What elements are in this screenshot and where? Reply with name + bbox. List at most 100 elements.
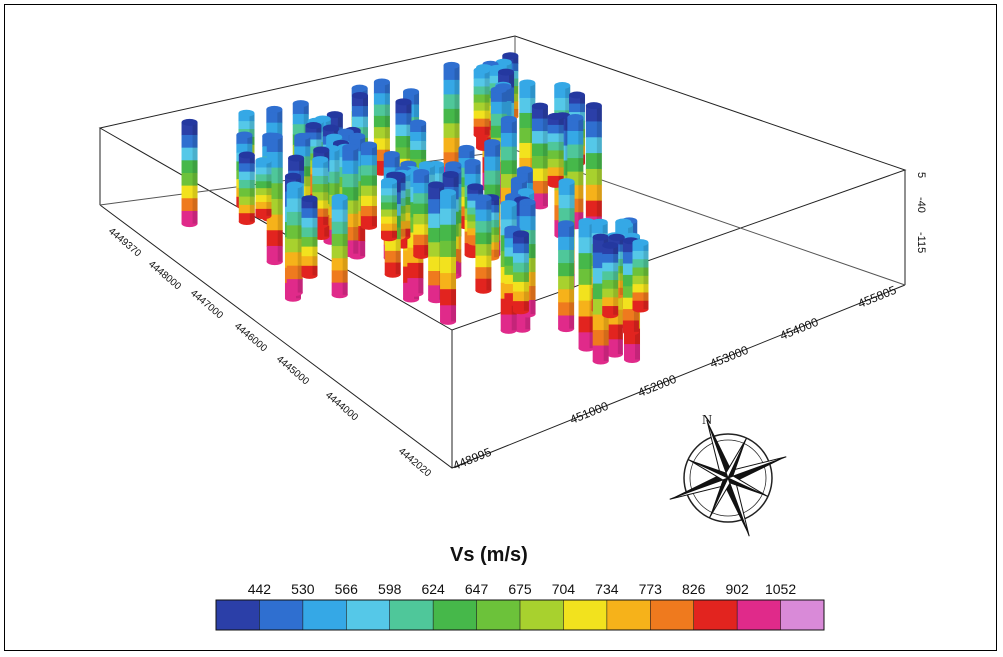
colorbar-swatch <box>216 600 260 630</box>
borehole-shade <box>484 70 490 135</box>
borehole-cap <box>292 100 309 108</box>
borehole-band <box>490 89 507 103</box>
y-axis-tick-label: 4442020 <box>396 446 433 480</box>
borehole-cap <box>410 119 427 127</box>
borehole-band <box>413 182 430 194</box>
colorbar-swatch <box>650 600 694 630</box>
borehole-cap <box>373 78 390 86</box>
borehole-bottom <box>592 357 609 365</box>
borehole-bottom <box>473 131 490 139</box>
borehole-band <box>342 173 359 188</box>
borehole-band <box>602 271 619 281</box>
borehole-band <box>312 208 329 218</box>
borehole-band <box>292 103 309 115</box>
colorbar-tick-label: 826 <box>682 581 706 597</box>
borehole-band <box>410 140 427 151</box>
borehole-bottom <box>380 234 397 242</box>
borehole-band <box>632 242 649 252</box>
borehole-band <box>301 217 318 229</box>
borehole-band <box>238 204 255 214</box>
z-axis-tick-label: 5 <box>915 172 927 178</box>
borehole-band <box>443 79 460 95</box>
colorbar-swatch <box>476 600 520 630</box>
borehole-shade <box>249 155 255 222</box>
borehole-column <box>301 195 318 279</box>
borehole-column <box>531 102 548 210</box>
borehole-cap <box>464 158 481 166</box>
borehole-band <box>504 238 521 248</box>
borehole-band <box>331 246 348 259</box>
borehole-cap <box>516 166 533 174</box>
borehole-cap <box>322 124 339 132</box>
borehole-band <box>622 297 639 310</box>
borehole-band <box>312 184 329 193</box>
borehole-band <box>331 209 348 223</box>
borehole-band <box>238 213 255 223</box>
borehole-band <box>413 234 430 246</box>
borehole-band <box>504 274 521 285</box>
borehole-cap <box>510 176 527 184</box>
borehole-band <box>519 216 536 231</box>
borehole-columns <box>181 52 649 365</box>
borehole-band <box>255 174 272 182</box>
borehole-band <box>443 123 460 139</box>
borehole-band <box>380 209 397 218</box>
colorbar-title: Vs (m/s) <box>450 544 528 566</box>
borehole-shade <box>486 198 492 291</box>
box-bottom-front <box>99 204 906 469</box>
borehole-band <box>467 186 484 195</box>
borehole-cap <box>442 171 459 179</box>
borehole-cap <box>495 58 512 66</box>
borehole-band <box>288 158 305 172</box>
borehole-band <box>301 198 318 209</box>
borehole-band <box>632 250 649 260</box>
borehole-band <box>181 160 198 174</box>
colorbar-swatch <box>606 600 651 630</box>
borehole-cap <box>458 144 475 152</box>
borehole-band <box>238 163 255 173</box>
borehole-band <box>531 168 548 182</box>
borehole-band <box>286 185 303 200</box>
borehole-band <box>547 116 564 126</box>
borehole-band <box>410 158 427 169</box>
borehole-band <box>331 258 348 272</box>
borehole-band <box>236 134 253 145</box>
borehole-band <box>373 149 390 162</box>
borehole-band <box>591 222 608 234</box>
borehole-band <box>602 288 619 298</box>
borehole-band <box>531 156 548 170</box>
borehole-band <box>558 223 575 238</box>
borehole-shade <box>312 198 318 276</box>
borehole-band <box>602 297 619 307</box>
borehole-shade <box>400 175 406 237</box>
borehole-band <box>632 284 649 294</box>
borehole-band <box>567 158 584 173</box>
borehole-cap <box>238 151 255 159</box>
borehole-shade <box>558 116 564 185</box>
borehole-band <box>360 185 377 197</box>
borehole-band <box>558 249 575 264</box>
borehole-band <box>373 127 390 140</box>
borehole-band <box>632 275 649 285</box>
borehole-cap <box>255 157 272 165</box>
borehole-band <box>407 278 424 294</box>
borehole-band <box>547 167 564 177</box>
borehole-band <box>440 240 457 258</box>
borehole-band <box>606 339 623 355</box>
borehole-band <box>558 194 575 209</box>
borehole-band <box>602 306 619 316</box>
borehole-band <box>547 133 564 143</box>
borehole-band <box>418 164 435 176</box>
borehole-bottom <box>514 325 531 333</box>
borehole-band <box>443 65 460 81</box>
borehole-band <box>255 167 272 175</box>
borehole-band <box>504 284 521 294</box>
borehole-cap <box>266 105 283 113</box>
z-axis-tick-label: -40 <box>915 197 927 213</box>
borehole-bottom <box>331 291 348 299</box>
borehole-cap <box>445 161 462 169</box>
borehole-cap <box>403 88 420 96</box>
borehole-cap <box>266 132 283 140</box>
x-axis-tick-label: 454000 <box>778 315 821 343</box>
borehole-shade <box>569 223 575 329</box>
